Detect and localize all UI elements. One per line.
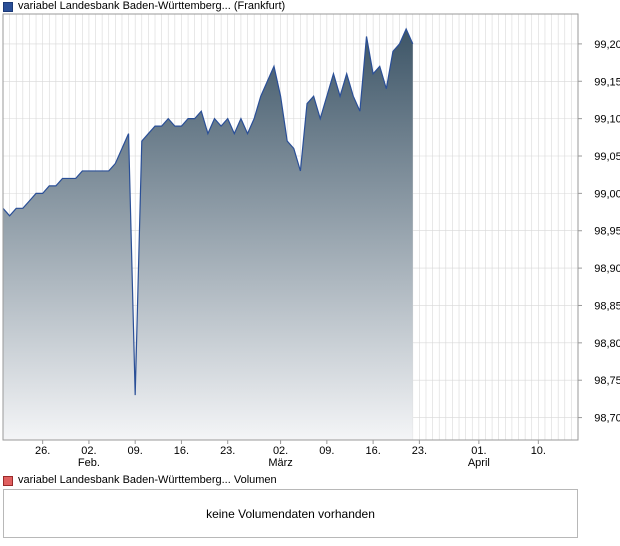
x-tick-label: 16. <box>174 445 189 457</box>
x-tick-label: 10. <box>531 445 546 457</box>
y-tick-label: 98,90 <box>594 263 620 275</box>
volume-empty-message: keine Volumendaten vorhanden <box>206 507 375 521</box>
y-tick-label: 98,70 <box>594 413 620 425</box>
x-tick-label: 16. <box>365 445 380 457</box>
y-tick-label: 99,15 <box>594 76 620 88</box>
x-tick-label: 23. <box>412 445 427 457</box>
volume-legend: variabel Landesbank Baden-Württemberg...… <box>3 474 277 487</box>
y-tick-label: 98,75 <box>594 375 620 387</box>
price-legend: variabel Landesbank Baden-Württemberg...… <box>3 0 285 13</box>
plot-frame <box>2 13 579 441</box>
volume-legend-swatch <box>3 475 13 486</box>
volume-legend-label: variabel Landesbank Baden-Württemberg...… <box>18 474 277 486</box>
price-area <box>3 28 413 440</box>
x-tick-label: 01. <box>471 445 486 457</box>
y-tick-label: 99,05 <box>594 151 620 163</box>
price-chart: 98,70 98,75 98,80 98,85 98,90 98,95 99,00 99,05… <box>2 13 620 469</box>
volume-panel: keine Volumendaten vorhanden <box>3 489 578 538</box>
y-tick-label: 99,10 <box>594 114 620 126</box>
y-tick-label: 98,95 <box>594 226 620 238</box>
y-tick-label: 99,00 <box>594 188 620 200</box>
x-month-label: März <box>268 457 292 469</box>
x-month-label: April <box>468 457 490 469</box>
y-axis: 98,70 98,75 98,80 98,85 98,90 98,95 99,00 99,05… <box>578 39 620 425</box>
x-tick-label: 09. <box>319 445 334 457</box>
x-tick-label: 09. <box>128 445 143 457</box>
x-tick-label: 23. <box>220 445 235 457</box>
price-legend-swatch <box>3 1 13 12</box>
x-tick-label: 02. <box>81 445 96 457</box>
x-month-label: Feb. <box>78 457 100 469</box>
y-tick-label: 98,85 <box>594 300 620 312</box>
x-tick-label: 02. <box>273 445 288 457</box>
y-tick-label: 99,20 <box>594 39 620 51</box>
price-legend-label: variabel Landesbank Baden-Württemberg...… <box>18 0 286 12</box>
price-line <box>2 27 414 396</box>
x-tick-label: 26. <box>35 445 50 457</box>
y-tick-label: 98,80 <box>594 338 620 350</box>
